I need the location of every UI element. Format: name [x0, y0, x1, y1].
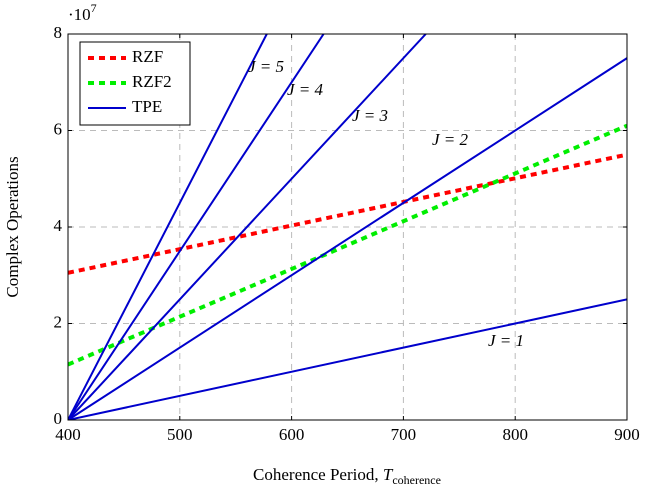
- y-tick-label: 2: [54, 312, 63, 331]
- plot-frame: [67, 33, 628, 421]
- y-scale-exponent: 7: [91, 1, 97, 15]
- legend-label: RZF2: [132, 72, 172, 91]
- x-tick-label: 600: [279, 425, 305, 444]
- line-label: J = 5: [248, 57, 284, 76]
- tpe-line: [68, 34, 427, 420]
- y-axis-label: Complex Operations: [3, 156, 22, 297]
- x-label-subscript: coherence: [392, 473, 441, 487]
- y-tick-label: 8: [54, 23, 63, 42]
- x-label-text: Coherence Period,: [253, 465, 383, 484]
- line-label: J = 1: [488, 331, 524, 350]
- x-label-symbol: T: [383, 465, 394, 484]
- line-label: J = 3: [352, 106, 388, 125]
- x-tick-label: 800: [502, 425, 528, 444]
- y-tick-label: 4: [54, 216, 63, 235]
- x-tick-label: 500: [167, 425, 193, 444]
- y-tick-label: 0: [54, 409, 63, 428]
- series-line: [68, 123, 627, 367]
- legend-label: RZF: [132, 47, 163, 66]
- x-axis-label: Coherence Period, Tcoherence: [253, 465, 441, 487]
- legend-label: TPE: [132, 97, 162, 116]
- tpe-line: [68, 298, 627, 420]
- x-tick-label: 700: [391, 425, 417, 444]
- line-label: J = 2: [432, 130, 469, 149]
- y-scale-base: ·10: [68, 5, 91, 24]
- tpe-line: [68, 34, 325, 420]
- legend-box: [79, 41, 191, 126]
- line-label: J = 4: [287, 80, 324, 99]
- tpe-line: [68, 34, 268, 420]
- x-tick-label: 400: [55, 425, 81, 444]
- tpe-line: [68, 57, 627, 420]
- x-tick-label: 900: [614, 425, 640, 444]
- y-scale: ·107: [68, 1, 97, 24]
- y-tick-label: 6: [54, 119, 63, 138]
- series-line: [68, 152, 627, 275]
